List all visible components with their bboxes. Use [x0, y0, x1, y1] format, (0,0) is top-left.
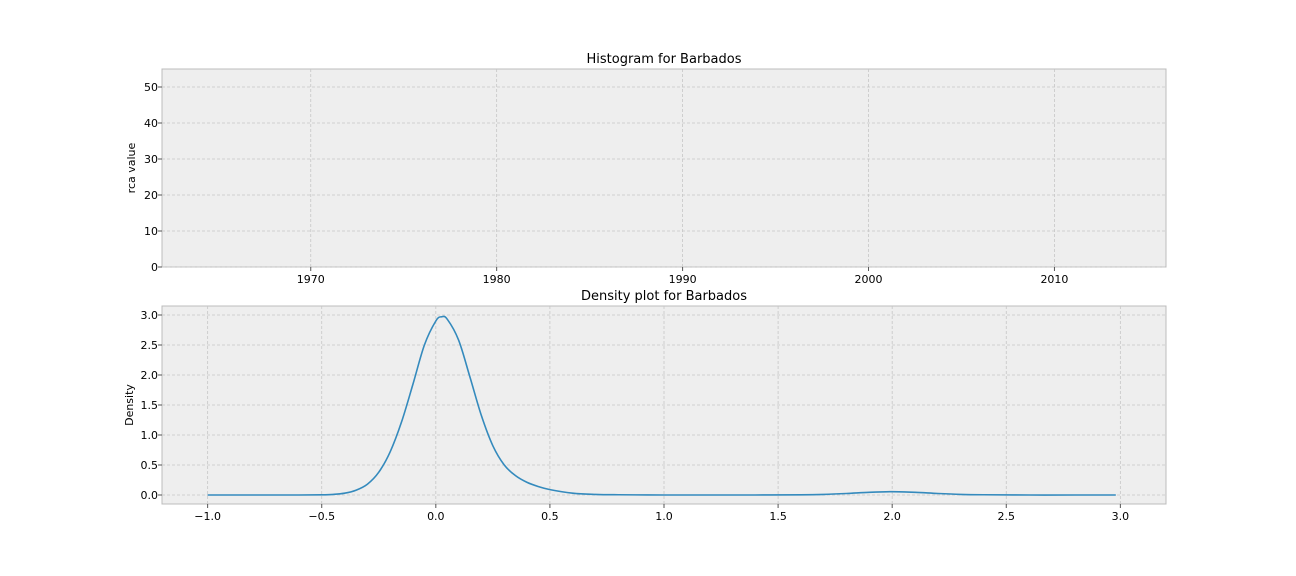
density-y-tick-label: 0.5: [141, 459, 159, 472]
histogram-panel: 1970 1980 1990 2000 2010 0 10 20 30 40 50 Histogra…: [125, 52, 1167, 286]
density-panel: −1.0 −0.5 0.0 0.5 1.0 1.5 2.0 2.5 3.0 0.0 0.5 1.0 1.…: [123, 289, 1167, 523]
density-y-tick-label: 0.0: [141, 489, 159, 502]
histogram-y-tick-label: 50: [144, 81, 158, 94]
density-y-tick-label: 1.5: [141, 399, 159, 412]
histogram-y-tick-label: 0: [151, 261, 158, 274]
histogram-y-axis-label: rca value: [125, 142, 138, 193]
density-x-tick-label: −0.5: [308, 510, 335, 523]
histogram-ticks: 1970 1980 1990 2000 2010 0 10 20 30 40 50: [144, 81, 1068, 286]
histogram-title: Histogram for Barbados: [586, 52, 741, 67]
histogram-y-tick-label: 10: [144, 225, 158, 238]
density-x-tick-label: −1.0: [194, 510, 221, 523]
density-y-tick-label: 3.0: [141, 309, 159, 322]
density-title: Density plot for Barbados: [581, 289, 747, 304]
density-y-tick-label: 2.0: [141, 369, 159, 382]
histogram-x-tick-label: 1970: [297, 273, 325, 286]
density-x-tick-label: 0.0: [427, 510, 445, 523]
histogram-grid: [162, 69, 1166, 268]
density-y-tick-label: 1.0: [141, 429, 159, 442]
histogram-x-tick-label: 1990: [669, 273, 697, 286]
histogram-x-tick-label: 2010: [1040, 273, 1068, 286]
density-y-tick-label: 2.5: [141, 339, 159, 352]
density-x-tick-label: 1.5: [769, 510, 787, 523]
histogram-x-tick-label: 1980: [483, 273, 511, 286]
histogram-y-tick-label: 20: [144, 189, 158, 202]
density-ticks: −1.0 −0.5 0.0 0.5 1.0 1.5 2.0 2.5 3.0 0.0 0.5 1.0 1.…: [141, 309, 1130, 523]
histogram-y-tick-label: 40: [144, 117, 158, 130]
density-y-axis-label: Density: [123, 384, 136, 426]
density-x-tick-label: 3.0: [1112, 510, 1130, 523]
density-x-tick-label: 2.5: [998, 510, 1016, 523]
density-x-tick-label: 2.0: [883, 510, 901, 523]
density-series-line: [207, 315, 1116, 496]
histogram-x-tick-label: 2000: [855, 273, 883, 286]
density-x-tick-label: 0.5: [541, 510, 559, 523]
density-x-tick-label: 1.0: [655, 510, 673, 523]
histogram-y-tick-label: 30: [144, 153, 158, 166]
histogram-plot-area: [161, 68, 1167, 268]
